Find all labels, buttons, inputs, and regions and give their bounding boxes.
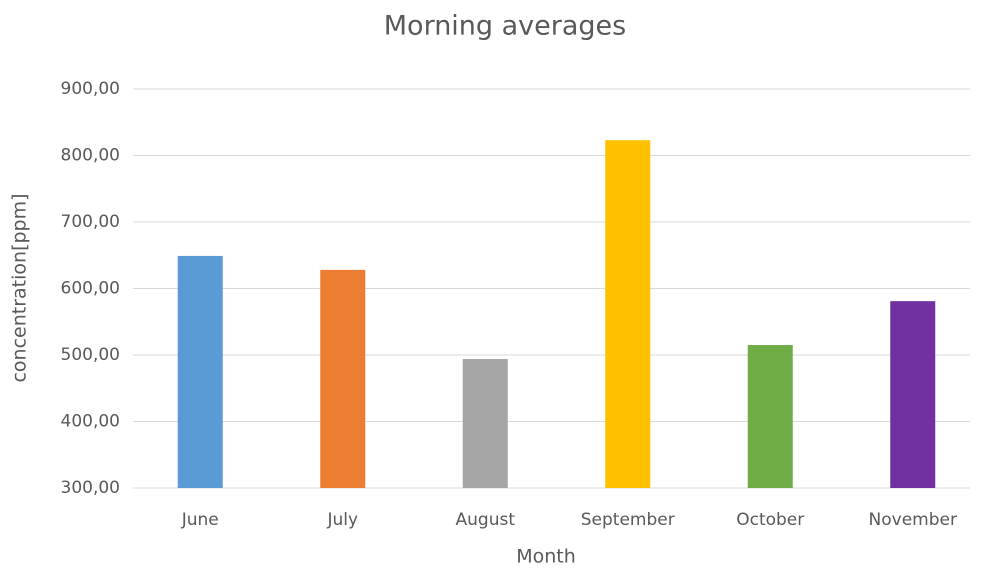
- x-tick-label: September: [581, 510, 675, 530]
- bar: [890, 301, 936, 488]
- y-axis-label: concentration[ppm]: [9, 193, 31, 382]
- x-tick-label: June: [181, 510, 219, 530]
- x-tick-label: July: [326, 510, 358, 530]
- bar: [177, 255, 223, 488]
- x-tick-label: August: [456, 510, 516, 530]
- bar: [462, 358, 508, 488]
- y-tick-label: 500,00: [61, 345, 120, 365]
- y-tick-label: 900,00: [61, 79, 120, 99]
- chart-title: Morning averages: [384, 11, 627, 42]
- y-tick-label: 700,00: [61, 212, 120, 232]
- y-tick-label: 400,00: [61, 412, 120, 432]
- x-tick-label: November: [869, 510, 957, 530]
- y-tick-label: 800,00: [61, 146, 120, 166]
- bar: [320, 269, 366, 488]
- x-axis-label: Month: [516, 546, 576, 568]
- x-tick-label: October: [736, 510, 804, 530]
- y-tick-label: 600,00: [61, 279, 120, 299]
- bar: [605, 140, 651, 488]
- y-tick-label: 300,00: [61, 478, 120, 498]
- bar: [747, 345, 793, 488]
